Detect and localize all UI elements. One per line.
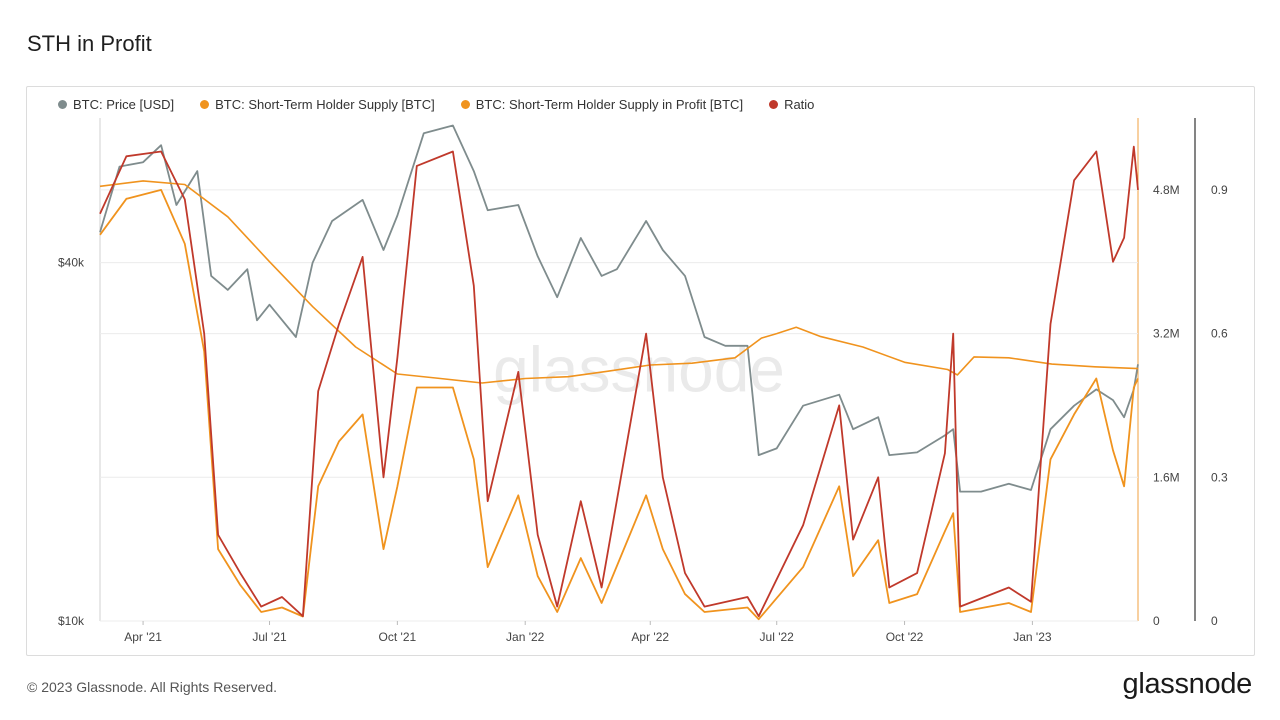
legend-dot-price <box>58 100 67 109</box>
x-tick-label-2: Oct '21 <box>379 630 417 644</box>
legend-label-sth-supply: BTC: Short-Term Holder Supply [BTC] <box>215 97 435 112</box>
legend-dot-sth-profit <box>460 100 470 109</box>
x-tick-label-7: Jan '23 <box>1013 630 1052 644</box>
supply-tick-label-0: 0 <box>1153 614 1160 628</box>
ratio-tick-label-3: 0.9 <box>1211 183 1228 197</box>
legend-item-ratio[interactable]: Ratio <box>769 97 814 112</box>
legend-item-sth-supply[interactable]: BTC: Short-Term Holder Supply [BTC] <box>200 97 435 112</box>
copyright-text: © 2023 Glassnode. All Rights Reserved. <box>27 679 278 695</box>
page-title: STH in Profit <box>27 31 152 56</box>
legend-item-sth-profit[interactable]: BTC: Short-Term Holder Supply in Profit … <box>460 97 744 112</box>
x-tick-label-4: Apr '22 <box>631 630 669 644</box>
ratio-tick-label-2: 0.6 <box>1211 327 1228 341</box>
x-tick-label-0: Apr '21 <box>124 630 162 644</box>
x-tick-label-1: Jul '21 <box>252 630 287 644</box>
legend-label-sth-profit: BTC: Short-Term Holder Supply in Profit … <box>475 97 744 112</box>
supply-tick-label-2: 3.2M <box>1153 327 1180 341</box>
series-line-btc-price-usd <box>99 124 1139 493</box>
legend-label-ratio: Ratio <box>784 97 815 112</box>
glassnode-logo[interactable]: glassnode <box>1122 668 1252 700</box>
price-tick-label-1: $40k <box>58 256 85 270</box>
ratio-tick-label-0: 0 <box>1211 614 1218 628</box>
legend-item-price[interactable]: BTC: Price [USD] <box>58 97 174 112</box>
supply-tick-label-1: 1.6M <box>1153 470 1180 484</box>
x-tick-label-5: Jul '22 <box>760 630 795 644</box>
chart-legend: BTC: Price [USD] BTC: Short-Term Holder … <box>58 97 814 112</box>
chart-card <box>26 86 1255 656</box>
price-tick-label-0: $10k <box>58 614 85 628</box>
supply-tick-label-3: 4.8M <box>1153 183 1180 197</box>
series-line-btc-short-term-holder-supply-in-profit-btc <box>99 189 1139 621</box>
series-line-ratio <box>99 145 1139 618</box>
x-tick-label-6: Oct '22 <box>886 630 924 644</box>
series-line-btc-short-term-holder-supply-btc <box>99 180 1139 384</box>
ratio-tick-label-1: 0.3 <box>1211 470 1228 484</box>
legend-label-price: BTC: Price [USD] <box>73 97 175 112</box>
legend-dot-sth-supply <box>200 100 210 109</box>
x-tick-label-3: Jan '22 <box>506 630 545 644</box>
legend-dot-ratio <box>769 100 779 109</box>
